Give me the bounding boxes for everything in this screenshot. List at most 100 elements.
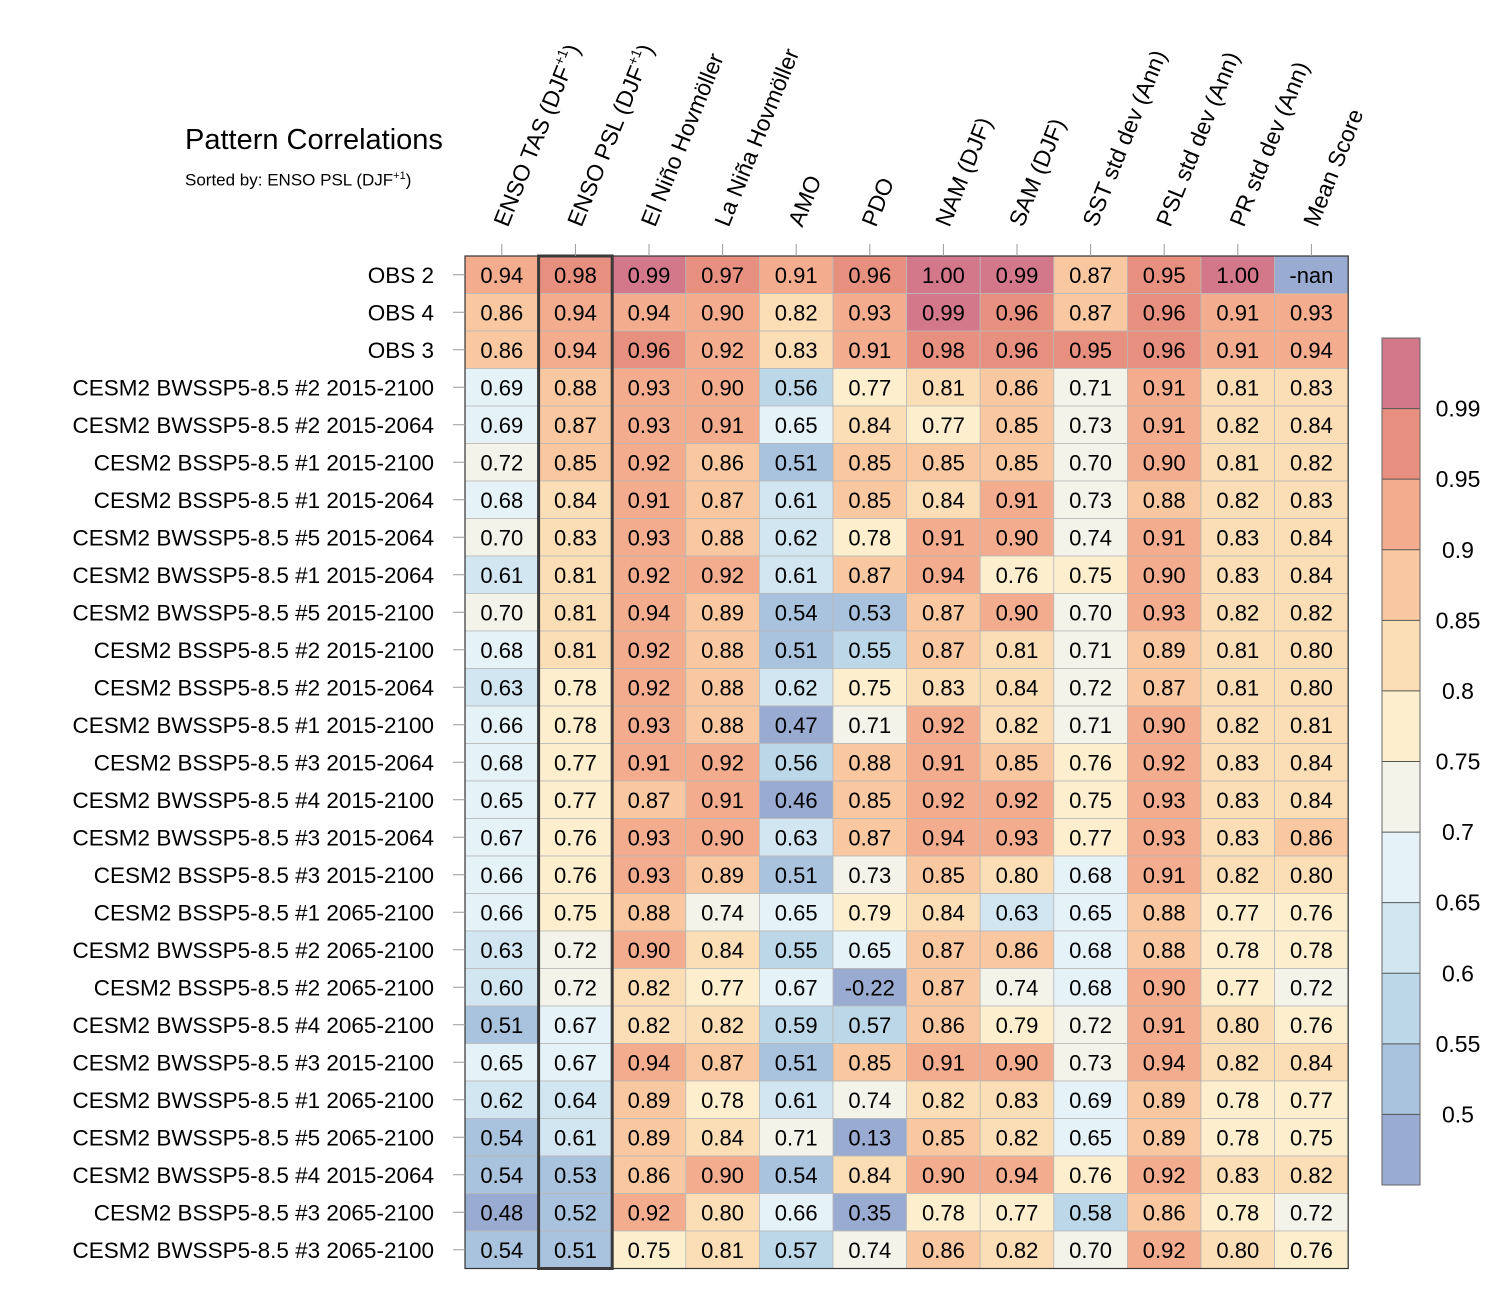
cell-value: 0.75 <box>1290 1125 1333 1150</box>
cell-value: 0.65 <box>775 900 818 925</box>
row-label: CESM2 BWSSP5-8.5 #5 2015-2100 <box>73 600 434 625</box>
row-label: CESM2 BWSSP5-8.5 #3 2065-2100 <box>73 1238 434 1263</box>
cell-value: 0.51 <box>554 1238 597 1263</box>
heatmap-cell <box>464 1193 539 1232</box>
cell-value: 0.77 <box>848 375 891 400</box>
heatmap-cell <box>464 818 539 857</box>
cell-value: 0.87 <box>628 788 671 813</box>
cell-value: 0.52 <box>554 1200 597 1225</box>
heatmap-cell <box>832 1193 907 1232</box>
cell-value: 0.82 <box>1290 1163 1333 1188</box>
colorbar-tick-label: 0.85 <box>1436 607 1481 633</box>
cell-value: 0.83 <box>1216 788 1259 813</box>
cell-value: 0.77 <box>701 975 744 1000</box>
colorbar-segment <box>1382 1043 1420 1115</box>
cell-value: 0.56 <box>775 375 818 400</box>
heatmap-cell <box>685 1230 760 1269</box>
heatmap-cell <box>538 780 613 819</box>
cell-value: 0.85 <box>996 450 1039 475</box>
cell-value: 0.68 <box>480 638 523 663</box>
heatmap-cell <box>611 443 687 482</box>
heatmap-cell <box>685 1155 760 1194</box>
heatmap-cell <box>1200 855 1275 894</box>
heatmap-cell <box>832 968 907 1007</box>
colorbar-segment <box>1382 1114 1420 1185</box>
cell-value: 0.92 <box>628 638 671 663</box>
heatmap-cell <box>685 330 760 369</box>
heatmap-cell <box>464 518 539 557</box>
heatmap-cell <box>759 593 834 632</box>
cell-value: 0.69 <box>1069 1088 1112 1113</box>
cell-value: 0.75 <box>1069 788 1112 813</box>
column-label: NAM (DJF) <box>930 114 997 230</box>
heatmap-cell <box>1127 555 1202 594</box>
cell-value: 0.80 <box>996 863 1039 888</box>
heatmap-cell <box>1200 1155 1275 1194</box>
heatmap-cell <box>1053 330 1128 369</box>
cell-value: 0.54 <box>775 600 818 625</box>
heatmap-cell <box>685 930 760 969</box>
cell-value: 0.88 <box>1143 900 1186 925</box>
cell-value: 0.91 <box>701 788 744 813</box>
heatmap-cell <box>832 293 907 332</box>
heatmap-cell <box>1200 1005 1275 1044</box>
cell-value: 0.91 <box>1143 375 1186 400</box>
cell-value: 0.92 <box>628 563 671 588</box>
cell-value: 0.84 <box>1290 563 1333 588</box>
cell-value: 0.65 <box>480 788 523 813</box>
cell-value: 0.81 <box>701 1238 744 1263</box>
cell-value: 0.72 <box>554 975 597 1000</box>
row-label: CESM2 BWSSP5-8.5 #1 2015-2100 <box>73 713 434 738</box>
heatmap-cell <box>1274 930 1349 969</box>
cell-value: 0.68 <box>480 488 523 513</box>
cell-value: 0.82 <box>775 300 818 325</box>
cell-value: 0.86 <box>480 338 523 363</box>
cell-value: 0.82 <box>1216 713 1259 738</box>
heatmap-cell <box>1053 480 1128 519</box>
heatmap-cell <box>906 893 981 932</box>
heatmap-cell <box>685 855 760 894</box>
row-label: CESM2 BWSSP5-8.5 #3 2015-2100 <box>73 1050 434 1075</box>
cell-value: 0.87 <box>848 825 891 850</box>
cell-value: 0.78 <box>554 675 597 700</box>
heatmap-cell <box>1053 930 1128 969</box>
row-label: CESM2 BSSP5-8.5 #2 2015-2064 <box>94 675 434 700</box>
cell-value: 0.92 <box>1143 750 1186 775</box>
cell-value: 0.82 <box>1216 1050 1259 1075</box>
row-label: CESM2 BSSP5-8.5 #1 2015-2100 <box>94 450 434 475</box>
cell-value: 0.73 <box>1069 413 1112 438</box>
cell-value: 0.80 <box>1290 675 1333 700</box>
cell-value: 0.82 <box>996 713 1039 738</box>
cell-value: 0.83 <box>1216 1163 1259 1188</box>
heatmap-cell <box>1053 1155 1128 1194</box>
column-label: PDO <box>856 174 899 230</box>
cell-value: 0.70 <box>1069 450 1112 475</box>
heatmap-cell <box>611 405 687 444</box>
heatmap-cell <box>1127 780 1202 819</box>
cell-value: 0.83 <box>1216 525 1259 550</box>
heatmap-cell <box>759 930 834 969</box>
heatmap-cell <box>1200 405 1275 444</box>
cell-value: 0.88 <box>554 375 597 400</box>
heatmap-cell <box>538 593 613 632</box>
column-label: SAM (DJF) <box>1004 115 1071 230</box>
heatmap-cell <box>906 968 981 1007</box>
column-label-text: AMO <box>783 172 827 230</box>
heatmap-cell <box>979 443 1055 482</box>
cell-value: 0.95 <box>1069 338 1112 363</box>
cell-value: 0.88 <box>701 638 744 663</box>
cell-value: 0.90 <box>1143 975 1186 1000</box>
cell-value: 1.00 <box>1216 263 1259 288</box>
cell-value: 0.78 <box>1290 938 1333 963</box>
cell-value: 0.96 <box>1143 338 1186 363</box>
heatmap-cell <box>1200 743 1275 782</box>
heatmap-cell <box>979 368 1055 407</box>
heatmap-cell <box>832 255 907 294</box>
cell-value: 0.63 <box>480 675 523 700</box>
column-label-superscript: +1 <box>550 46 571 67</box>
heatmap-cell <box>464 293 539 332</box>
cell-value: 0.71 <box>1069 375 1112 400</box>
cell-value: 0.93 <box>1143 788 1186 813</box>
cell-value: 0.92 <box>628 450 671 475</box>
cell-value: 0.92 <box>996 788 1039 813</box>
